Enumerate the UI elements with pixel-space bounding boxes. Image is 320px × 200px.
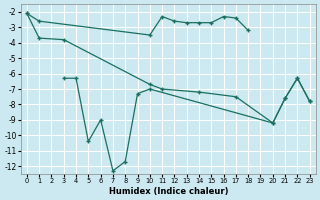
X-axis label: Humidex (Indice chaleur): Humidex (Indice chaleur) bbox=[108, 187, 228, 196]
